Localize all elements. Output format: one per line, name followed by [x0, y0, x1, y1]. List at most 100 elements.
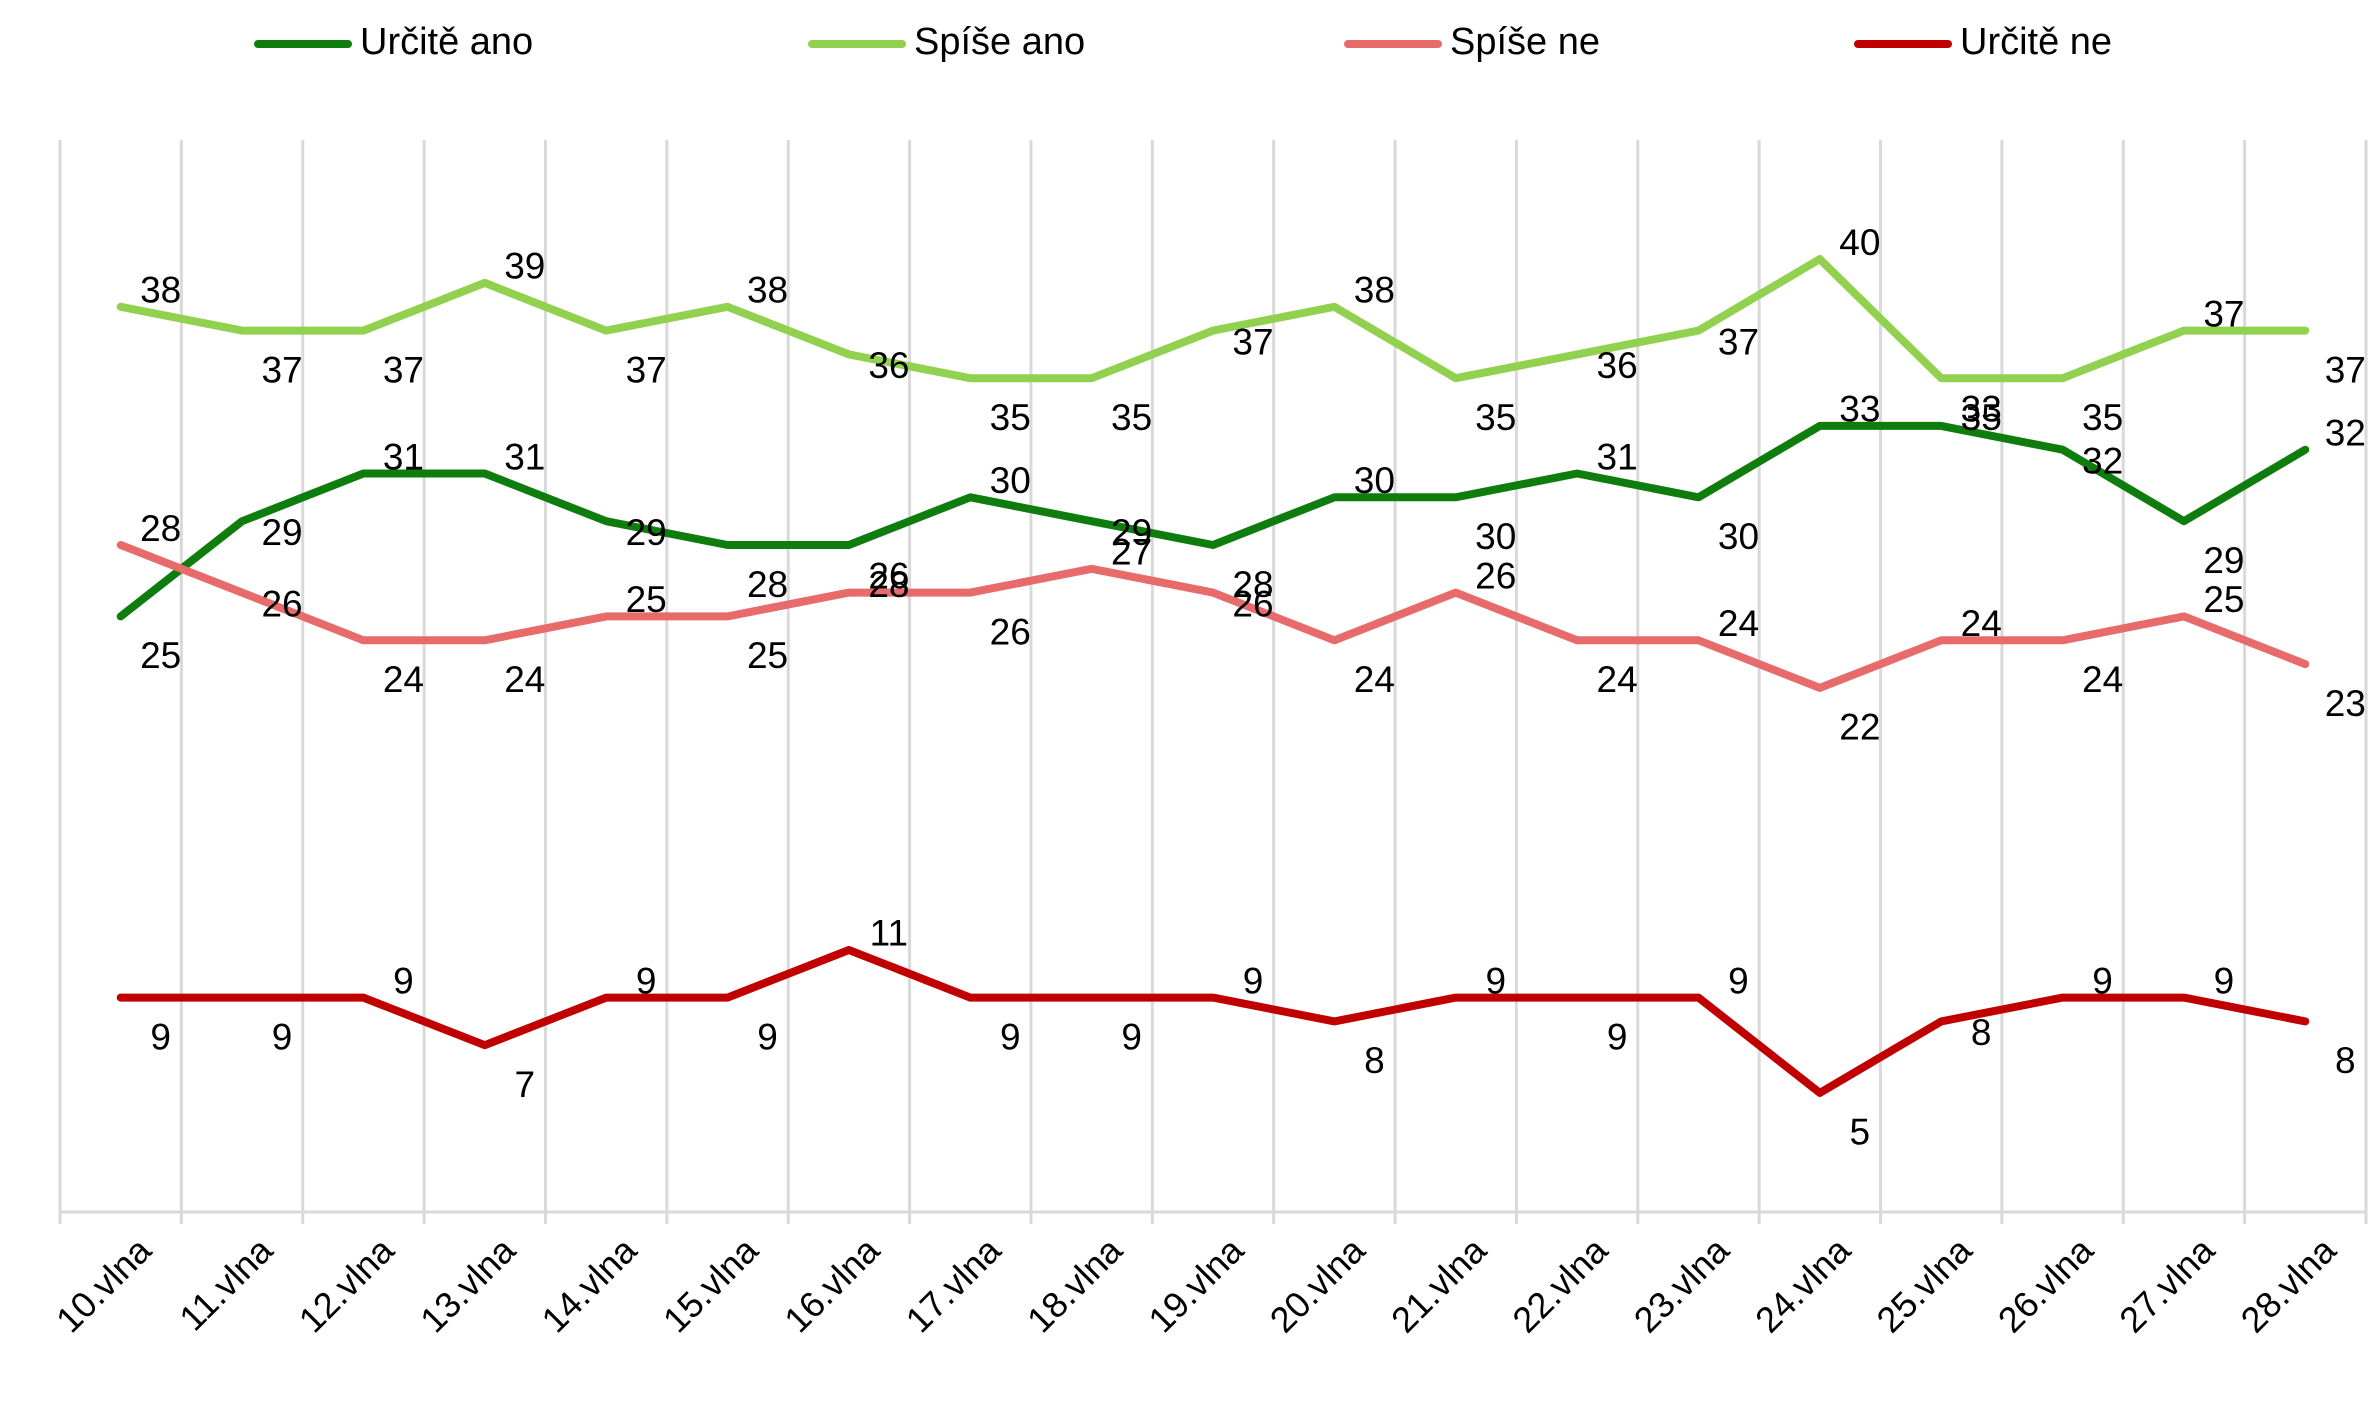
data-label: 9: [1121, 1016, 1142, 1057]
data-label: 35: [2082, 397, 2123, 438]
data-label: 28: [868, 564, 909, 605]
legend-item: Spíše ne: [1344, 21, 1600, 63]
data-label: 33: [1839, 389, 1880, 430]
data-label: 30: [1718, 516, 1759, 557]
data-label: 36: [1597, 345, 1638, 386]
x-tick-label: 14.vlna: [533, 1229, 645, 1341]
x-tick-label: 21.vlna: [1383, 1229, 1495, 1341]
x-tick-label: 27.vlna: [2111, 1229, 2223, 1341]
data-label: 9: [393, 960, 414, 1001]
x-tick-label: 13.vlna: [412, 1229, 524, 1341]
data-label: 29: [261, 512, 302, 553]
data-label: 24: [2082, 659, 2123, 700]
data-label: 28: [1232, 564, 1273, 605]
x-tick-label: 24.vlna: [1747, 1229, 1859, 1341]
data-label: 29: [1111, 512, 1152, 553]
data-label: 9: [150, 1016, 171, 1057]
data-label: 38: [140, 270, 181, 311]
data-label: 28: [747, 564, 788, 605]
data-label: 24: [383, 659, 424, 700]
data-label: 33: [1961, 389, 2002, 430]
data-label: 7: [515, 1064, 536, 1105]
data-label: 32: [2082, 440, 2123, 481]
x-tick-label: 20.vlna: [1262, 1229, 1374, 1341]
x-tick-label: 10.vlna: [48, 1229, 160, 1341]
x-tick-label: 18.vlna: [1019, 1229, 1131, 1341]
data-label: 31: [504, 436, 545, 477]
data-label: 8: [1364, 1040, 1385, 1081]
data-label: 9: [2214, 960, 2235, 1001]
data-label: 25: [2203, 579, 2244, 620]
data-label: 35: [990, 397, 1031, 438]
data-label: 31: [383, 436, 424, 477]
x-tick-label: 16.vlna: [776, 1229, 888, 1341]
legend: Určitě ano Spíše ano Spíše ne Určitě ne: [254, 21, 2112, 63]
data-label: 5: [1850, 1112, 1871, 1153]
data-label: 30: [1354, 460, 1395, 501]
x-tick-label: 22.vlna: [1504, 1229, 1616, 1341]
data-label: 30: [1475, 516, 1516, 557]
data-label: 40: [1839, 222, 1880, 263]
x-tick-label: 23.vlna: [1626, 1229, 1738, 1341]
data-label: 25: [747, 635, 788, 676]
data-label: 9: [636, 960, 657, 1001]
data-label: 39: [504, 246, 545, 287]
data-label: 37: [1718, 321, 1759, 362]
legend-item: Spíše ano: [808, 21, 1085, 63]
legend-item: Určitě ano: [254, 21, 533, 63]
legend-label: Spíše ano: [914, 21, 1085, 63]
data-label: 11: [870, 913, 908, 954]
data-label: 26: [1232, 583, 1273, 624]
data-label: 25: [626, 579, 667, 620]
data-label: 37: [261, 349, 302, 390]
data-label: 24: [1718, 603, 1759, 644]
data-label: 8: [1971, 1012, 1992, 1053]
data-label: 24: [1597, 659, 1638, 700]
data-label: 37: [626, 349, 667, 390]
x-tick-label: 11.vlna: [171, 1229, 281, 1339]
data-label: 29: [626, 512, 667, 553]
data-label: 28: [140, 508, 181, 549]
data-label: 30: [990, 460, 1031, 501]
series-line: [116, 255, 2310, 383]
series-lines: [116, 255, 2310, 1097]
data-label: 32: [2325, 412, 2366, 453]
data-label: 37: [1232, 321, 1273, 362]
x-tick-label: 26.vlna: [1990, 1229, 2102, 1341]
data-label: 8: [2335, 1040, 2356, 1081]
data-label: 38: [1354, 270, 1395, 311]
data-label: 9: [272, 1016, 293, 1057]
data-label: 23: [2325, 683, 2366, 724]
data-label: 26: [261, 583, 302, 624]
data-label: 35: [1111, 397, 1152, 438]
data-label: 9: [1607, 1016, 1628, 1057]
data-label: 25: [140, 635, 181, 676]
legend-label: Spíše ne: [1450, 21, 1600, 63]
data-label: 31: [1597, 436, 1638, 477]
data-label: 9: [1243, 960, 1264, 1001]
data-label: 36: [868, 345, 909, 386]
x-tick-label: 12.vlna: [291, 1229, 403, 1341]
data-label: 38: [747, 270, 788, 311]
x-tick-label: 17.vlna: [898, 1229, 1010, 1341]
x-tick-label: 25.vlna: [1868, 1229, 1980, 1341]
x-tick-label: 28.vlna: [2233, 1229, 2345, 1341]
data-label: 37: [383, 349, 424, 390]
x-tick-label: 15.vlna: [655, 1229, 767, 1341]
data-label: 9: [1728, 960, 1749, 1001]
data-label: 24: [1354, 659, 1395, 700]
legend-item: Určitě ne: [1854, 21, 2112, 63]
data-label: 9: [1000, 1016, 1021, 1057]
x-tick-label: 19.vlna: [1140, 1229, 1252, 1341]
data-label: 22: [1839, 707, 1880, 748]
data-label: 29: [2203, 540, 2244, 581]
data-label: 26: [1475, 555, 1516, 596]
x-axis: 10.vlna 11.vlna 12.vlna 13.vlna 14.vlna 15.vl…: [48, 1210, 2366, 1341]
legend-label: Určitě ne: [1960, 21, 2112, 63]
data-label: 37: [2203, 293, 2244, 334]
legend-label: Určitě ano: [360, 21, 533, 63]
data-label: 37: [2325, 349, 2366, 390]
